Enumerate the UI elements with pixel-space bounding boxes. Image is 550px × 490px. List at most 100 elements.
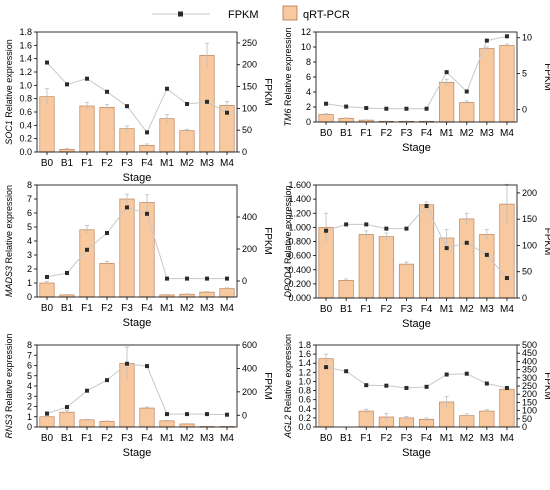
y2-axis-title: FPKM	[262, 372, 273, 400]
gene-name: TM6	[283, 109, 293, 127]
y-axis-title: MADS3 Relative expression	[4, 185, 14, 297]
y-tick-label: 8	[27, 180, 32, 190]
y2-tick-label: 400	[522, 356, 537, 366]
x-tick-label: F4	[421, 433, 433, 444]
chart-panel-agl2: 0.00.20.40.60.81.01.21.41.61.80501001502…	[283, 334, 550, 459]
chart-panel-soc1: 0.0 0.2 0.4 0.6 0.8 1.0 1.2 1.4 1.6 1.8 0 50 100 150 2…	[4, 27, 273, 184]
y2-tick-label: 450	[522, 348, 537, 358]
x-tick-label: F3	[401, 128, 413, 139]
x-tick-label: M1	[160, 303, 174, 314]
fpkm-point-b1	[344, 369, 349, 374]
fpkm-point-b0	[45, 411, 49, 416]
x-axis-title: Stage	[123, 172, 152, 184]
bar-f3	[119, 128, 135, 153]
x-tick-label: B0	[41, 158, 54, 169]
x-axis-title: Stage	[123, 447, 152, 459]
bar-f4	[419, 204, 435, 299]
y-tick-label: 0.2	[19, 134, 32, 144]
y-axis-title: DPOD4 Relative expression	[283, 185, 293, 297]
bar-m1	[439, 81, 455, 123]
chart-panel-tm6: 0 2 4 6 8 10 12 0 5 10 B0 B1 F1 F2 F3 F4 M1 M2 M3 M4 Stage TM…	[283, 27, 550, 154]
x-tick-label: F1	[81, 433, 93, 444]
y2-axis-title: FPKM	[542, 228, 550, 256]
fpkm-point-m1	[444, 246, 449, 251]
y2-tick-label: 100	[522, 406, 537, 416]
fpkm-point-m1	[165, 86, 169, 91]
fpkm-point-m2	[185, 276, 189, 281]
y2-tick-label: 200	[242, 60, 257, 70]
fpkm-point-m4	[504, 385, 509, 390]
fpkm-line	[46, 206, 227, 280]
bar-f4	[139, 407, 155, 428]
y2-axis-title: FPKM	[262, 78, 273, 106]
fpkm-point-m2	[464, 89, 469, 94]
x-axis-title: Stage	[402, 142, 431, 154]
fpkm-point-b1	[65, 405, 69, 410]
fpkm-point-m3	[484, 381, 489, 386]
y2-tick-label: 350	[522, 365, 537, 375]
x-tick-label: F2	[381, 304, 393, 315]
fpkm-point-b0	[324, 365, 329, 370]
fpkm-point-m2	[185, 412, 189, 417]
y2-tick-label: 0	[522, 104, 527, 114]
fpkm-point-m4	[225, 110, 229, 115]
x-tick-label: F4	[141, 158, 153, 169]
y-tick-label: 1.000	[288, 222, 311, 232]
y-tick-label: 6	[27, 361, 32, 371]
gene-name: RNS3	[4, 415, 14, 439]
y-tick-label: 1.6	[19, 40, 32, 50]
y-tick-label: 1	[27, 412, 32, 422]
bar-b0	[39, 416, 55, 428]
fpkm-point-f2	[384, 106, 389, 111]
fpkm-point-m3	[205, 412, 209, 417]
y-tick-label: 1.2	[298, 367, 311, 377]
bar-f1	[79, 419, 95, 428]
y2-tick-label: 0	[242, 410, 247, 420]
y-tick-label: 1.2	[19, 67, 32, 77]
y2-axis-title: FPKM	[262, 227, 273, 255]
fpkm-point-b0	[324, 101, 329, 106]
y2-tick-label: 400	[242, 363, 257, 373]
fpkm-point-m1	[444, 70, 449, 75]
y-axis-title: AGL2 Relative expression	[283, 334, 293, 439]
bar-m1	[159, 118, 175, 153]
bar-f3	[398, 263, 414, 299]
x-tick-label: B0	[41, 433, 54, 444]
x-tick-label: M3	[480, 128, 494, 139]
y2-tick-label: 200	[522, 188, 537, 198]
y-tick-label: 1.200	[288, 208, 311, 218]
gene-name: SOC1	[4, 120, 14, 145]
x-tick-label: M3	[200, 433, 214, 444]
x-tick-label: M2	[180, 433, 194, 444]
fpkm-point-f3	[404, 226, 409, 231]
fpkm-point-m1	[165, 276, 169, 281]
fpkm-point-m4	[225, 412, 229, 417]
gene-name: MADS3	[4, 266, 14, 297]
gene-name: DPOD4	[283, 267, 293, 298]
bar-b1	[338, 280, 354, 299]
y-tick-label: 2	[306, 102, 311, 112]
x-tick-label: F3	[121, 433, 133, 444]
x-tick-label: F1	[81, 158, 93, 169]
x-tick-label: B1	[61, 158, 74, 169]
fpkm-point-b0	[45, 275, 49, 279]
fpkm-point-f4	[145, 364, 149, 369]
x-tick-label: M3	[480, 433, 494, 444]
y-tick-label: 2	[27, 402, 32, 412]
fpkm-point-m2	[464, 240, 469, 245]
y-tick-label: 0.8	[298, 386, 311, 396]
fpkm-point-m4	[504, 34, 509, 39]
y-tick-label: 0.400	[288, 265, 311, 275]
y2-tick-label: 0	[522, 293, 527, 303]
legend-qrt-label: qRT-PCR	[303, 9, 350, 21]
bar-f2	[378, 236, 394, 299]
y2-tick-label: 0	[242, 276, 247, 286]
x-tick-label: M4	[500, 433, 514, 444]
fpkm-point-f3	[125, 104, 129, 109]
fpkm-line	[46, 363, 228, 416]
x-tick-label: M4	[220, 303, 234, 314]
x-tick-label: M2	[460, 128, 474, 139]
fpkm-point-f2	[105, 89, 109, 94]
y-tick-label: 1.0	[298, 376, 311, 386]
